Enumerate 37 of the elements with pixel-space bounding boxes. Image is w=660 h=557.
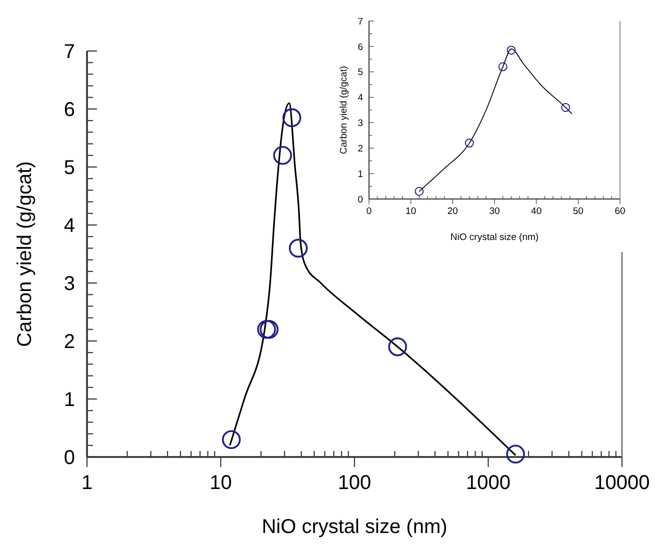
x-tick-label: 1000	[466, 472, 510, 494]
y-tick-label: 6	[64, 99, 75, 121]
x-tick-label: 0	[366, 206, 372, 217]
point	[464, 138, 474, 148]
x-axis-title: NiO crystal size (nm)	[450, 232, 539, 243]
y-tick-label: 1	[64, 389, 75, 411]
x-axis-title: NiO crystal size (nm)	[262, 516, 448, 538]
y-tick-label: 2	[64, 331, 75, 353]
x-tick-label: 20	[447, 206, 458, 217]
y-tick-label: 0	[64, 447, 75, 469]
y-tick-label: 6	[358, 42, 363, 53]
y-tick-label: 0	[358, 194, 363, 206]
y-tick-label: 1	[358, 168, 363, 180]
y-tick-label: 5	[358, 67, 363, 78]
y-tick-label: 3	[358, 118, 363, 130]
y-tick-label: 3	[64, 273, 75, 295]
x-tick-label: 10	[406, 206, 416, 217]
y-tick-label: 7	[64, 41, 75, 63]
x-tick-label: 60	[614, 206, 626, 217]
x-tick-label: 50	[572, 206, 584, 217]
point	[506, 46, 516, 55]
x-tick-label: 40	[531, 206, 542, 217]
point	[498, 62, 508, 72]
y-axis-title: Carbon yield (g/gcat)	[338, 66, 350, 154]
x-tick-label: 10000	[594, 472, 650, 494]
y-tick-label: 4	[358, 92, 363, 104]
y-tick-label: 2	[358, 143, 363, 154]
x-tick-label: 30	[489, 206, 500, 217]
y-tick-label: 7	[358, 16, 363, 28]
x-tick-label: 100	[338, 472, 372, 494]
y-axis-title: Carbon yield (g/gcat)	[14, 161, 36, 347]
point	[414, 186, 424, 196]
y-tick-label: 5	[64, 157, 75, 179]
x-tick-label: 10	[210, 472, 232, 494]
x-tick-label: 1	[81, 472, 93, 494]
y-tick-label: 4	[64, 215, 75, 237]
point	[561, 102, 570, 112]
